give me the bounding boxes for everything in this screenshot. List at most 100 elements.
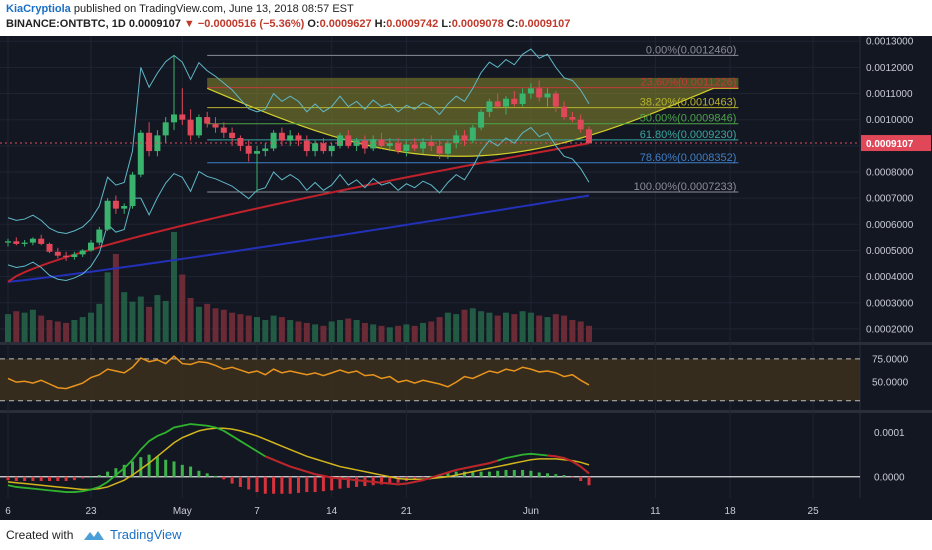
publish-line: KiaCryptiola published on TradingView.co… bbox=[6, 3, 354, 15]
volume-bar bbox=[237, 314, 244, 342]
price-change: −0.0000516 (−5.36%) bbox=[197, 18, 305, 30]
x-tick-label: 7 bbox=[254, 506, 260, 517]
candle-body bbox=[162, 122, 169, 136]
candle-body bbox=[577, 119, 584, 130]
volume-bar bbox=[220, 309, 227, 342]
x-tick-label: 11 bbox=[650, 506, 661, 517]
open-value: 0.0009627 bbox=[319, 18, 372, 30]
macd-histogram-bar bbox=[587, 476, 591, 486]
candle-body bbox=[179, 114, 186, 120]
publish-info: published on TradingView.com, June 13, 2… bbox=[73, 3, 354, 15]
tradingview-brand[interactable]: TradingView bbox=[110, 527, 182, 542]
macd-axis-label: 0.0001 bbox=[874, 428, 905, 439]
rsi-line bbox=[7, 355, 590, 390]
macd-histogram-bar bbox=[230, 476, 234, 484]
fib-level-label: 23.60%(0.0011226) bbox=[641, 77, 737, 89]
macd-histogram-bar bbox=[512, 469, 516, 477]
volume-bar bbox=[88, 312, 94, 342]
candle-body bbox=[88, 242, 94, 251]
macd-histogram-bar bbox=[39, 476, 43, 481]
volume-bar bbox=[96, 303, 103, 342]
volume-bar bbox=[162, 300, 169, 342]
candle-body bbox=[436, 145, 443, 154]
macd-line-bearish bbox=[264, 454, 590, 486]
candle-body bbox=[511, 98, 518, 104]
y-tick-label: 0.0002000 bbox=[866, 324, 914, 335]
x-tick-label: 18 bbox=[725, 506, 737, 517]
candle-body bbox=[96, 229, 103, 243]
volume-bar bbox=[104, 272, 111, 342]
macd-histogram-bar bbox=[255, 476, 259, 493]
last-price: 0.0009107 bbox=[128, 18, 181, 30]
volume-bar bbox=[154, 295, 161, 342]
macd-histogram-bar bbox=[272, 476, 276, 494]
candle-body bbox=[237, 138, 244, 146]
volume-bar bbox=[146, 306, 153, 342]
volume-bar bbox=[137, 296, 144, 342]
macd-histogram-bar bbox=[579, 476, 583, 481]
price-pane[interactable]: 0.00%(0.0012460) 23.60%(0.0011226) 38.20%(… bbox=[0, 44, 860, 342]
candle-body bbox=[486, 101, 493, 112]
volume-bar bbox=[287, 320, 294, 342]
candle-body bbox=[328, 145, 335, 152]
y-tick-label: 0.0011000 bbox=[866, 89, 913, 100]
volume-bar bbox=[444, 312, 451, 342]
volume-bar bbox=[112, 254, 119, 342]
ma-red-line bbox=[7, 142, 590, 283]
x-tick-label: 25 bbox=[808, 506, 820, 517]
candle-body bbox=[278, 132, 285, 141]
candle-body bbox=[46, 243, 53, 252]
volume-bar bbox=[411, 325, 418, 342]
candle-body bbox=[63, 255, 70, 257]
macd-histogram-bar bbox=[504, 469, 508, 477]
macd-histogram-bar bbox=[546, 473, 549, 477]
macd-histogram-bar bbox=[570, 476, 574, 478]
volume-bar bbox=[270, 315, 277, 342]
volume-bar bbox=[420, 322, 426, 342]
macd-histogram-bar bbox=[471, 471, 475, 477]
candle-body bbox=[29, 238, 36, 243]
macd-histogram-bar bbox=[413, 476, 417, 480]
macd-histogram-bar bbox=[380, 476, 383, 485]
macd-histogram-bar bbox=[106, 471, 110, 477]
volume-bar bbox=[386, 327, 393, 342]
rsi-pane[interactable] bbox=[0, 355, 860, 402]
macd-histogram-bar bbox=[64, 476, 68, 481]
volume-bar bbox=[453, 314, 460, 342]
y-tick-label: 0.0007000 bbox=[866, 194, 914, 205]
macd-histogram-bar bbox=[31, 476, 35, 481]
volume-bar bbox=[361, 322, 368, 342]
volume-bar bbox=[337, 320, 343, 342]
candle-body bbox=[295, 135, 302, 141]
macd-histogram-bar bbox=[205, 473, 209, 477]
volume-bar bbox=[544, 317, 551, 342]
macd-histogram-bar bbox=[131, 461, 134, 477]
volume-bar bbox=[586, 325, 592, 342]
candle-body bbox=[361, 140, 368, 149]
x-tick-label: 21 bbox=[401, 506, 413, 517]
volume-bar bbox=[63, 322, 70, 342]
candle-body bbox=[536, 88, 543, 98]
macd-pane[interactable] bbox=[0, 423, 860, 494]
candle-body bbox=[71, 254, 78, 257]
candle-body bbox=[121, 206, 128, 209]
volume-bar bbox=[552, 314, 559, 342]
high-label: H: bbox=[374, 18, 387, 30]
symbol-label: BINANCE:ONTBTC, 1D bbox=[6, 18, 126, 30]
tradingview-logo-icon bbox=[84, 531, 104, 540]
chart-area[interactable]: 0.00%(0.0012460) 23.60%(0.0011226) 38.20%(… bbox=[0, 36, 932, 520]
axes: 6 23 May 7 14 21 Jun 11 18 25 0.0013000 0.0012000 0.… bbox=[5, 37, 931, 517]
x-tick-label: 6 bbox=[5, 506, 11, 517]
macd-histogram-bar bbox=[189, 466, 193, 477]
rsi-axis-label: 75.0000 bbox=[872, 354, 909, 365]
author-name[interactable]: KiaCryptiola bbox=[6, 3, 71, 15]
last-price-tag bbox=[861, 135, 931, 152]
macd-histogram-bar bbox=[6, 476, 10, 481]
pane-separator bbox=[0, 410, 932, 413]
macd-histogram-bar bbox=[81, 476, 85, 479]
volume-bar bbox=[536, 315, 543, 342]
macd-histogram-bar bbox=[330, 476, 334, 491]
fib-level-label: 100.00%(0.0007233) bbox=[634, 181, 737, 193]
rsi-band bbox=[0, 358, 860, 401]
candle-body bbox=[428, 141, 435, 146]
